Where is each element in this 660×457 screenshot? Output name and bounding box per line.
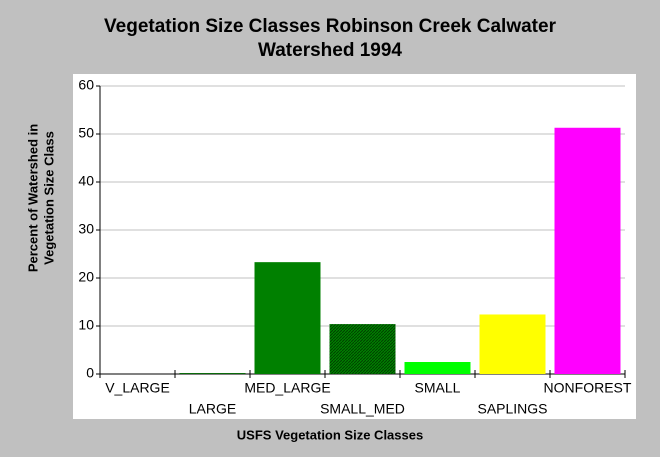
y-axis-title: Percent of Watershed in bbox=[25, 124, 40, 272]
bar bbox=[179, 373, 246, 374]
y-tick-label: 10 bbox=[78, 317, 94, 333]
x-tick-label: SAPLINGS bbox=[477, 401, 547, 417]
x-tick-label: NONFOREST bbox=[544, 380, 632, 396]
x-tick-label: LARGE bbox=[189, 401, 236, 417]
y-tick-label: 40 bbox=[78, 173, 94, 189]
y-axis-title: Vegetation Size Class bbox=[41, 131, 56, 265]
y-tick-label: 0 bbox=[86, 365, 94, 381]
chart-title: Vegetation Size Classes Robinson Creek C… bbox=[104, 16, 557, 37]
x-tick-label: SMALL bbox=[415, 380, 461, 396]
bar bbox=[404, 362, 471, 374]
chart-title: Watershed 1994 bbox=[258, 40, 402, 61]
bar bbox=[479, 314, 546, 374]
bar bbox=[329, 324, 396, 374]
x-tick-label: MED_LARGE bbox=[244, 380, 330, 396]
y-tick-label: 50 bbox=[78, 125, 94, 141]
x-tick-label: V_LARGE bbox=[105, 380, 170, 396]
y-tick-label: 60 bbox=[78, 77, 94, 93]
bar bbox=[554, 127, 621, 374]
x-tick-label: SMALL_MED bbox=[320, 401, 405, 417]
y-tick-label: 20 bbox=[78, 269, 94, 285]
y-tick-label: 30 bbox=[78, 221, 94, 237]
bar bbox=[254, 262, 321, 374]
x-axis-title: USFS Vegetation Size Classes bbox=[237, 427, 423, 442]
